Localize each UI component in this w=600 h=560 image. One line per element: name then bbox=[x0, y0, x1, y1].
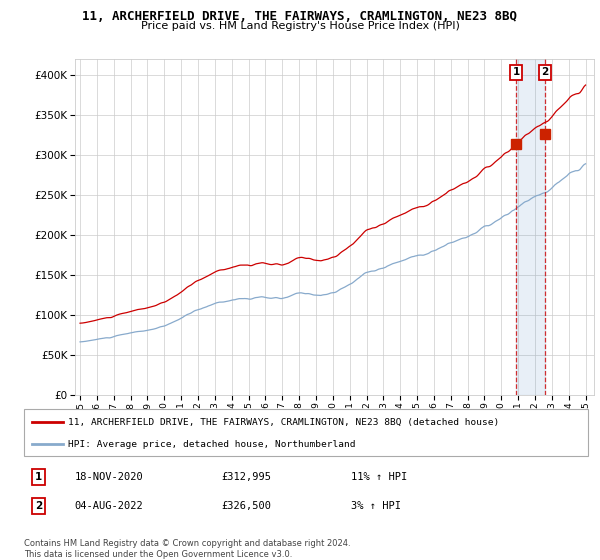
Text: Contains HM Land Registry data © Crown copyright and database right 2024.
This d: Contains HM Land Registry data © Crown c… bbox=[24, 539, 350, 559]
Text: 11% ↑ HPI: 11% ↑ HPI bbox=[351, 472, 407, 482]
Bar bbox=[516, 59, 545, 395]
Text: 2: 2 bbox=[35, 501, 43, 511]
Text: 11, ARCHERFIELD DRIVE, THE FAIRWAYS, CRAMLINGTON, NE23 8BQ: 11, ARCHERFIELD DRIVE, THE FAIRWAYS, CRA… bbox=[83, 10, 517, 23]
Text: 18-NOV-2020: 18-NOV-2020 bbox=[75, 472, 143, 482]
Text: 04-AUG-2022: 04-AUG-2022 bbox=[75, 501, 143, 511]
Text: 1: 1 bbox=[35, 472, 43, 482]
Text: £326,500: £326,500 bbox=[221, 501, 271, 511]
Text: Price paid vs. HM Land Registry's House Price Index (HPI): Price paid vs. HM Land Registry's House … bbox=[140, 21, 460, 31]
Text: £312,995: £312,995 bbox=[221, 472, 271, 482]
Text: 2: 2 bbox=[541, 67, 548, 77]
Text: 1: 1 bbox=[512, 67, 520, 77]
Text: 11, ARCHERFIELD DRIVE, THE FAIRWAYS, CRAMLINGTON, NE23 8BQ (detached house): 11, ARCHERFIELD DRIVE, THE FAIRWAYS, CRA… bbox=[68, 418, 499, 427]
Text: 3% ↑ HPI: 3% ↑ HPI bbox=[351, 501, 401, 511]
Text: HPI: Average price, detached house, Northumberland: HPI: Average price, detached house, Nort… bbox=[68, 440, 355, 449]
FancyBboxPatch shape bbox=[24, 409, 588, 456]
